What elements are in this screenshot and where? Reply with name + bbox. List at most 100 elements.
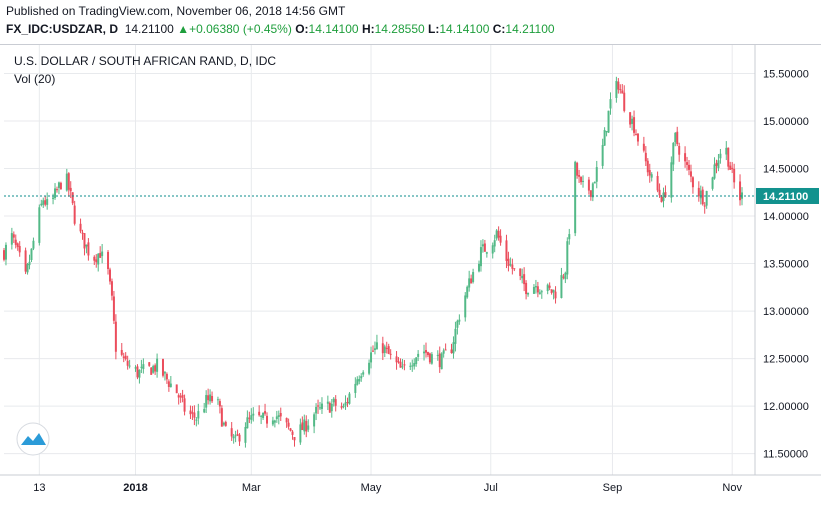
close-key: C: (492, 22, 506, 36)
candle-body (633, 117, 636, 133)
candle-body (731, 167, 734, 170)
candle-body (409, 365, 412, 367)
candle-body (330, 403, 333, 412)
candle-body (275, 416, 278, 419)
candle-body (356, 379, 359, 385)
candle-body (403, 364, 406, 366)
candle-body (236, 434, 239, 436)
candle-body (428, 353, 431, 363)
candle-body (299, 424, 302, 443)
candle-body (566, 241, 569, 275)
candle-body (715, 162, 718, 166)
candle-body (646, 160, 649, 173)
low-key: L: (428, 22, 440, 36)
candle-body (303, 419, 306, 432)
candle-body (203, 409, 206, 413)
candle-body (211, 395, 214, 402)
candle-body (582, 180, 585, 182)
candle-body (481, 244, 484, 247)
candle-body (589, 190, 592, 197)
candle-body (107, 251, 110, 270)
candle-body (617, 81, 620, 90)
candle-body (713, 164, 716, 179)
candle-body (140, 366, 143, 368)
candle-body (621, 90, 624, 94)
candle-body (46, 199, 49, 205)
candle-body (315, 406, 318, 414)
candle-body (79, 223, 82, 232)
candle-body (686, 162, 689, 165)
candle-body (623, 92, 626, 111)
candle-body (52, 197, 55, 200)
candle-body (454, 328, 457, 344)
ohlc-header: FX_IDC:USDZAR, D 14.21100 ▲+0.06380 (+0.… (6, 22, 555, 36)
candle-body (191, 412, 194, 414)
candle-body (397, 361, 400, 363)
candle-body (163, 372, 166, 374)
candle-body (703, 205, 706, 207)
candle-body (511, 264, 514, 269)
candle-body (99, 252, 102, 258)
candle-body (138, 369, 141, 378)
grid-lines (4, 45, 755, 475)
candle-body (656, 175, 659, 191)
candle-body (509, 264, 512, 266)
last-price-tag (756, 187, 819, 204)
symbol-label: FX_IDC:USDZAR, D (6, 22, 119, 36)
candle-body (181, 394, 184, 398)
candle-body (346, 401, 349, 403)
candle-body (220, 408, 223, 427)
candle-body (40, 203, 43, 206)
candle-body (440, 353, 443, 370)
open-key: O: (295, 22, 309, 36)
chart-area[interactable]: 11.50000 12.00000 12.50000 13.00000 13.50000… (0, 44, 821, 501)
candle-body (678, 145, 681, 155)
candle-body (14, 239, 17, 245)
candlestick-chart[interactable]: 11.50000 12.00000 12.50000 13.00000 13.50000… (0, 45, 821, 501)
candle-body (12, 234, 15, 238)
candle-body (536, 286, 539, 293)
candle-body (108, 269, 111, 282)
candle-body (450, 349, 453, 354)
candle-body (389, 353, 392, 355)
candle-body (128, 365, 131, 367)
candle-body (234, 435, 237, 437)
candle-body (71, 192, 74, 204)
time-tick-label: Mar (242, 482, 261, 494)
candle-body (195, 419, 198, 421)
candle-body (636, 133, 639, 142)
candle-body (260, 415, 263, 417)
candle-body (277, 415, 280, 417)
candle-body (266, 415, 269, 424)
price-axis[interactable]: 11.50000 12.00000 12.50000 13.00000 13.50000… (754, 45, 819, 475)
candle-body (642, 143, 645, 151)
candle-body (313, 414, 316, 427)
candle-body (344, 402, 347, 406)
candle-body (483, 243, 486, 252)
candle-body (387, 346, 390, 354)
candle-body (95, 259, 98, 263)
candle-body (605, 131, 608, 133)
candle-body (580, 176, 583, 183)
tradingview-logo-icon[interactable] (16, 422, 50, 456)
time-tick-label: Jul (484, 482, 498, 494)
candle-body (177, 395, 180, 398)
time-axis[interactable]: 13 2018 Mar May Jul Sep Nov (0, 474, 821, 494)
candle-body (477, 263, 480, 272)
candles (3, 76, 755, 448)
candle-body (415, 357, 418, 364)
low-value: 14.14100 (439, 22, 490, 36)
candle-body (189, 410, 192, 415)
candle-body (466, 286, 469, 298)
price-tick-label: 15.00000 (763, 116, 809, 128)
candle-body (232, 436, 235, 439)
candle-body (701, 189, 704, 205)
candle-body (285, 417, 288, 423)
candle-body (688, 164, 691, 170)
candle-body (574, 161, 577, 234)
candle-body (725, 147, 728, 155)
candle-body (348, 393, 351, 404)
candle-body (444, 349, 447, 351)
candle-body (154, 365, 157, 372)
candle-body (320, 403, 323, 409)
